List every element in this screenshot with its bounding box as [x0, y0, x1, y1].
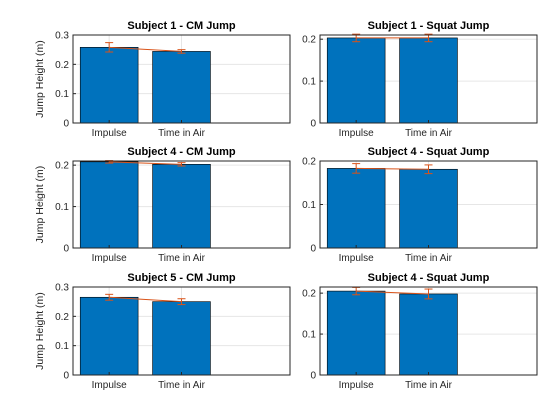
axes-box — [319, 34, 538, 124]
bar-time-in-air — [399, 37, 458, 124]
y-tick-label: 0.2 — [302, 289, 316, 300]
x-tick-label: Time in Air — [158, 128, 206, 139]
axes-box — [319, 160, 538, 249]
bar-impulse — [326, 290, 386, 376]
x-tick-label: Impulse — [339, 128, 374, 139]
y-tick-label: 0.1 — [55, 89, 69, 100]
subplot-6: 0 0.1 0.2 Impulse Time in Air Subject 4 - Squ… — [302, 272, 538, 391]
y-tick-label: 0 — [63, 119, 69, 130]
chart-title: Subject 1 - Squat Jump — [368, 20, 490, 32]
y-tick-label: 0.2 — [55, 60, 69, 71]
x-tick-label: Time in Air — [405, 380, 453, 391]
y-tick-label: 0.1 — [302, 77, 316, 88]
chart-title: Subject 5 - CM Jump — [127, 272, 235, 284]
x-tick-label: Time in Air — [158, 380, 206, 391]
errorbar-line — [356, 290, 429, 295]
axes-box — [319, 286, 538, 376]
axes-box — [72, 160, 291, 249]
bar-time-in-air — [152, 51, 211, 124]
y-tick-label: 0.2 — [55, 161, 69, 172]
bar-impulse — [79, 296, 139, 376]
y-tick-label: 0.3 — [55, 31, 69, 42]
x-tick-label: Impulse — [92, 128, 127, 139]
subplot-4: 0 0.1 0.2 Impulse Time in Air Subject 4 - Squ… — [302, 146, 538, 264]
chart-title: Subject 4 - Squat Jump — [368, 146, 490, 158]
subplot-3: 0 0.1 0.2 Impulse Time in Air Subject 4 - CM … — [34, 146, 291, 264]
errorbar-line — [109, 296, 182, 303]
y-tick-label: 0 — [310, 119, 316, 130]
y-tick-label: 0.2 — [302, 157, 316, 168]
axes-box — [72, 286, 291, 376]
chart-title: Subject 4 - Squat Jump — [368, 272, 490, 284]
x-tick-label: Impulse — [339, 253, 374, 264]
y-tick-label: 0 — [63, 244, 69, 255]
chart-title: Subject 1 - CM Jump — [127, 20, 235, 32]
x-tick-label: Time in Air — [405, 128, 453, 139]
y-tick-label: 0 — [310, 371, 316, 382]
y-tick-label: 0.2 — [55, 312, 69, 323]
errorbar-line — [109, 46, 182, 52]
bar-impulse — [79, 47, 139, 124]
bar-time-in-air — [399, 168, 458, 249]
bar-impulse — [326, 168, 386, 249]
x-tick-label: Time in Air — [158, 253, 206, 264]
errorbar-line — [109, 161, 182, 165]
x-tick-label: Impulse — [92, 380, 127, 391]
y-axis-label: Jump Height (m) — [34, 166, 46, 244]
y-tick-label: 0.1 — [302, 330, 316, 341]
chart-title: Subject 4 - CM Jump — [127, 146, 235, 158]
bar-impulse — [79, 161, 139, 249]
y-tick-label: 0.3 — [55, 283, 69, 294]
y-axis-label: Jump Height (m) — [34, 292, 46, 370]
subplot-5: 0 0.1 0.2 0.3 Impulse Time in Air Subject 5 - … — [34, 272, 291, 391]
errorbar-line — [356, 167, 429, 170]
bar-time-in-air — [152, 301, 211, 376]
subplot-1: 0 0.1 0.2 0.3 Impulse Time in Air Subject 1 - … — [34, 20, 291, 139]
x-tick-label: Impulse — [92, 253, 127, 264]
y-tick-label: 0.2 — [302, 35, 316, 46]
bar-time-in-air — [152, 164, 211, 249]
y-axis-label: Jump Height (m) — [34, 40, 46, 118]
bar-time-in-air — [399, 293, 458, 376]
y-tick-label: 0 — [310, 244, 316, 255]
x-tick-label: Impulse — [339, 380, 374, 391]
y-tick-label: 0.1 — [302, 200, 316, 211]
subplot-2: 0 0.1 0.2 Impulse Time in Air Subject 1 - Squ… — [302, 20, 538, 139]
x-tick-label: Time in Air — [405, 253, 453, 264]
bar-impulse — [326, 37, 386, 124]
y-tick-label: 0.1 — [55, 341, 69, 352]
y-tick-label: 0.1 — [55, 202, 69, 213]
y-tick-label: 0 — [63, 371, 69, 382]
axes-box — [72, 34, 291, 124]
